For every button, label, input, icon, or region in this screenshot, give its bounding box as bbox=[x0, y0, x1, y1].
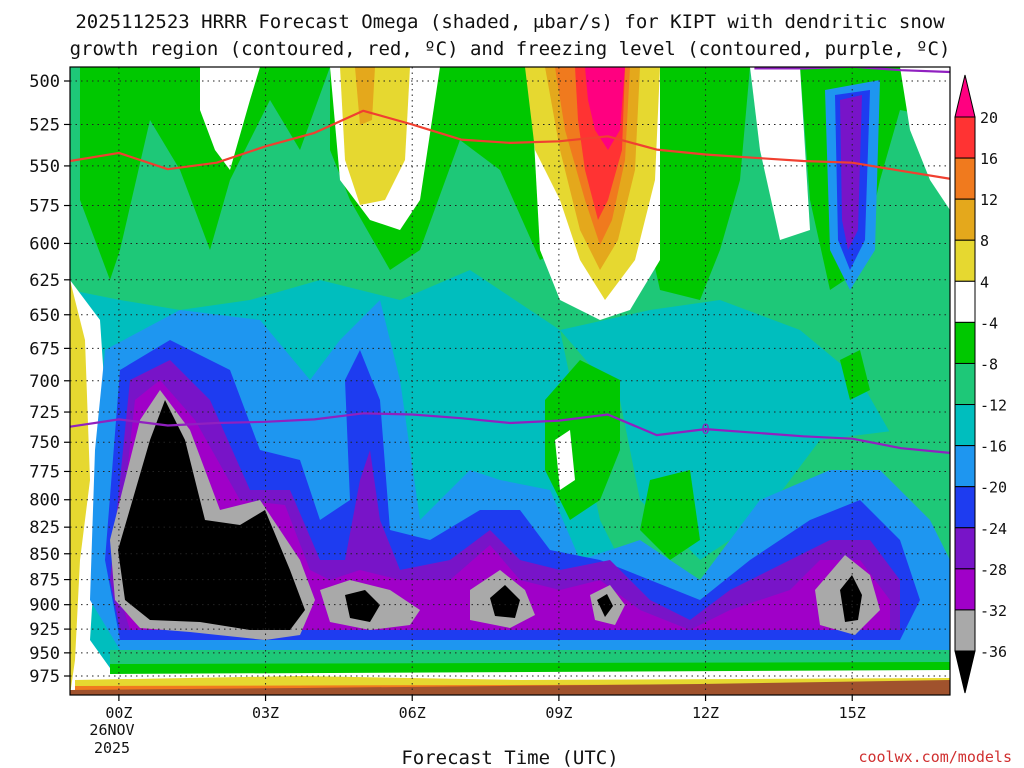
colorbar-box bbox=[954, 116, 976, 159]
y-tick-label: 675 bbox=[29, 339, 60, 359]
colorbar-box bbox=[954, 486, 976, 529]
colorbar-label: -28 bbox=[980, 561, 1007, 579]
colorbar-label: -4 bbox=[980, 314, 998, 332]
colorbar-label: -12 bbox=[980, 397, 1007, 415]
colorbar-label: -20 bbox=[980, 479, 1007, 497]
colorbar-top-triangle bbox=[954, 74, 976, 118]
colorbar-label: 12 bbox=[980, 191, 998, 209]
y-tick-label: 700 bbox=[29, 372, 60, 392]
y-tick-label: 800 bbox=[29, 491, 60, 511]
colorbar-box bbox=[954, 239, 976, 282]
x-tick-label: 00Z bbox=[105, 704, 132, 722]
x-tick-label: 15Z bbox=[839, 704, 866, 722]
colorbar: 20 16 12 8 4 -4 -8 -12 -16 -20 -24 -28 -32 -36 bbox=[954, 74, 1007, 694]
axes: 500 525 550 575 600 625 650 675 700 725 750 775 800 8… bbox=[29, 72, 865, 722]
x-tick-label: 09Z bbox=[545, 704, 572, 722]
omega-shaded-field bbox=[70, 67, 950, 695]
contour-lines bbox=[70, 67, 950, 454]
y-tick-label: 950 bbox=[29, 644, 60, 664]
contour-line-2 bbox=[754, 67, 950, 74]
y-tick-label: 500 bbox=[29, 72, 60, 92]
colorbar-label: -24 bbox=[980, 520, 1007, 538]
colorbar-label: -32 bbox=[980, 602, 1007, 620]
chart-title-line2: growth region (contoured, red, ºC) and f… bbox=[70, 38, 951, 60]
colorbar-box bbox=[954, 321, 976, 364]
colorbar-label: 16 bbox=[980, 150, 998, 168]
colorbar-label: 20 bbox=[980, 109, 998, 127]
y-tick-label: 725 bbox=[29, 403, 60, 423]
contour-line-0 bbox=[70, 109, 950, 180]
y-tick-label: 575 bbox=[29, 197, 60, 217]
y-tick-label: 750 bbox=[29, 433, 60, 453]
chart-title-line1: 2025112523 HRRR Forecast Omega (shaded, … bbox=[75, 11, 945, 33]
y-tick-label: 775 bbox=[29, 462, 60, 482]
colorbar-bottom-triangle bbox=[954, 650, 976, 694]
y-tick-label: 975 bbox=[29, 667, 60, 687]
colorbar-box bbox=[954, 609, 976, 652]
y-tick-label: 550 bbox=[29, 157, 60, 177]
x-tick-label: 06Z bbox=[399, 704, 426, 722]
colorbar-box bbox=[954, 280, 976, 323]
colorbar-box bbox=[954, 157, 976, 200]
freezing-level-label: 0 bbox=[701, 422, 709, 438]
colorbar-box bbox=[954, 527, 976, 570]
y-tick-label: 600 bbox=[29, 234, 60, 254]
year-label: 2025 bbox=[94, 739, 130, 757]
contour-line-1 bbox=[70, 412, 950, 454]
date-label: 26NOV bbox=[89, 721, 134, 739]
colorbar-label: -36 bbox=[980, 643, 1007, 661]
y-tick-label: 625 bbox=[29, 271, 60, 291]
y-tick-label: 650 bbox=[29, 306, 60, 326]
y-tick-label: 825 bbox=[29, 518, 60, 538]
colorbar-label: 4 bbox=[980, 273, 989, 291]
grid-lines bbox=[70, 67, 950, 695]
y-tick-label: 925 bbox=[29, 620, 60, 640]
colorbar-box bbox=[954, 198, 976, 241]
colorbar-label: -16 bbox=[980, 438, 1007, 456]
colorbar-box bbox=[954, 362, 976, 406]
watermark: coolwx.com/models bbox=[858, 748, 1012, 766]
colorbar-box bbox=[954, 404, 976, 447]
y-tick-label: 525 bbox=[29, 115, 60, 135]
colorbar-label: 8 bbox=[980, 232, 989, 250]
colorbar-box bbox=[954, 445, 976, 488]
y-tick-label: 850 bbox=[29, 545, 60, 565]
colorbar-label: -8 bbox=[980, 355, 998, 373]
x-tick-label: 03Z bbox=[252, 704, 279, 722]
x-axis-label: Forecast Time (UTC) bbox=[401, 747, 618, 768]
colorbar-box bbox=[954, 568, 976, 611]
y-tick-label: 875 bbox=[29, 571, 60, 591]
x-tick-label: 12Z bbox=[692, 704, 719, 722]
y-tick-label: 900 bbox=[29, 596, 60, 616]
